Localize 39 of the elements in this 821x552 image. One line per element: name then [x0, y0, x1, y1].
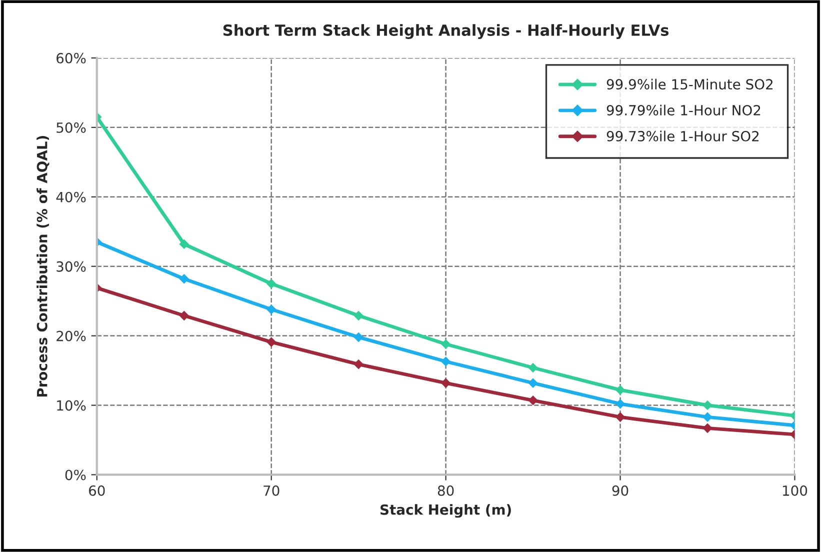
- point: [702, 423, 712, 434]
- point: [528, 362, 538, 373]
- point: [702, 400, 712, 410]
- point: [354, 310, 364, 321]
- point: [702, 412, 712, 422]
- legend-label: 99.9%ile 15-Minute SO2: [606, 78, 773, 90]
- point: [528, 395, 538, 406]
- point: [179, 239, 190, 250]
- point: [440, 339, 451, 350]
- point: [615, 385, 626, 395]
- y-tick-label: 60%: [56, 52, 86, 64]
- point: [615, 398, 626, 409]
- y-tick-label: 50%: [56, 122, 86, 133]
- point: [266, 337, 276, 347]
- x-tick-label: 60: [89, 485, 105, 496]
- x-tick-label: 70: [264, 485, 280, 496]
- x-tick-label: 100: [783, 485, 808, 496]
- point: [440, 356, 451, 366]
- y-tick-label: 40%: [56, 192, 86, 202]
- point: [266, 304, 276, 314]
- point: [354, 332, 364, 342]
- point: [440, 378, 451, 388]
- legend-label: 99.79%ile 1-Hour NO2: [606, 104, 760, 116]
- y-axis-title: Process Contribution (% of AQAL): [36, 136, 50, 397]
- y-tick-label: 30%: [56, 261, 86, 272]
- point: [354, 359, 364, 370]
- point: [179, 274, 190, 284]
- y-tick-label: 0%: [65, 470, 86, 480]
- chart-title: Short Term Stack Height Analysis - Half-Hourly ELVs: [223, 24, 669, 40]
- x-tick-label: 80: [438, 485, 454, 496]
- y-tick-label: 20%: [56, 330, 86, 342]
- point: [179, 310, 190, 321]
- point: [266, 278, 276, 289]
- point: [528, 378, 538, 388]
- x-tick-label: 90: [612, 485, 628, 496]
- legend-label: 99.73%ile 1-Hour SO2: [606, 130, 759, 142]
- point: [615, 412, 626, 422]
- x-axis-title: Stack Height (m): [380, 504, 511, 518]
- y-tick-label: 10%: [57, 400, 86, 411]
